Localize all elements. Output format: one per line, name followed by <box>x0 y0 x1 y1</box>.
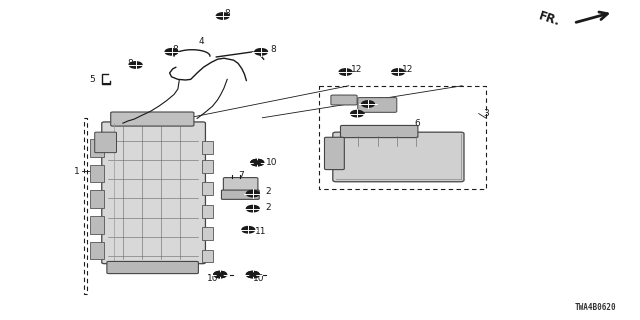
Text: FR.: FR. <box>537 10 562 29</box>
Bar <box>202 205 213 218</box>
Text: 2: 2 <box>266 188 271 196</box>
Bar <box>90 190 104 208</box>
Circle shape <box>246 271 259 278</box>
Bar <box>202 227 213 240</box>
Bar <box>90 165 104 182</box>
Bar <box>90 216 104 234</box>
Circle shape <box>362 101 374 107</box>
Bar <box>90 139 104 157</box>
Bar <box>319 86 486 189</box>
Circle shape <box>251 159 264 166</box>
Circle shape <box>242 227 255 233</box>
FancyBboxPatch shape <box>324 137 344 170</box>
Circle shape <box>351 110 364 117</box>
Bar <box>202 160 213 173</box>
Text: 8: 8 <box>127 59 133 68</box>
Bar <box>202 250 213 262</box>
FancyBboxPatch shape <box>107 261 198 274</box>
Circle shape <box>250 273 256 276</box>
Text: 10: 10 <box>207 274 219 283</box>
Text: 11: 11 <box>255 227 266 236</box>
Text: 8: 8 <box>224 9 230 18</box>
Circle shape <box>217 273 223 276</box>
Circle shape <box>254 161 260 164</box>
Text: 7: 7 <box>238 171 244 180</box>
Circle shape <box>246 190 259 197</box>
FancyBboxPatch shape <box>223 178 258 192</box>
Text: 9: 9 <box>378 97 383 106</box>
Bar <box>84 118 87 294</box>
Text: 6: 6 <box>415 119 420 128</box>
Circle shape <box>392 69 404 75</box>
FancyBboxPatch shape <box>221 190 259 199</box>
Text: 4: 4 <box>198 37 204 46</box>
Bar <box>202 141 213 154</box>
FancyBboxPatch shape <box>102 122 205 264</box>
FancyBboxPatch shape <box>95 132 116 153</box>
Text: 3: 3 <box>483 109 489 118</box>
Text: 12: 12 <box>402 65 413 74</box>
Text: 2: 2 <box>266 203 271 212</box>
Circle shape <box>255 49 268 55</box>
Text: 12: 12 <box>351 65 362 74</box>
FancyBboxPatch shape <box>333 132 464 182</box>
Text: 10: 10 <box>266 158 277 167</box>
Circle shape <box>246 205 259 212</box>
Bar <box>202 182 213 195</box>
Bar <box>90 242 104 259</box>
Text: TWA4B0620: TWA4B0620 <box>574 303 616 312</box>
FancyBboxPatch shape <box>111 112 194 126</box>
Text: 5: 5 <box>89 75 95 84</box>
FancyBboxPatch shape <box>340 125 418 138</box>
Text: 8: 8 <box>270 45 276 54</box>
Text: 9: 9 <box>359 108 365 117</box>
Circle shape <box>339 69 352 75</box>
Circle shape <box>214 271 227 278</box>
FancyBboxPatch shape <box>358 98 397 112</box>
Text: 1: 1 <box>74 167 80 176</box>
Text: 8: 8 <box>173 45 179 54</box>
Circle shape <box>165 49 178 55</box>
FancyBboxPatch shape <box>331 95 357 105</box>
Circle shape <box>129 62 142 68</box>
Circle shape <box>216 13 229 19</box>
Text: 10: 10 <box>253 274 264 283</box>
